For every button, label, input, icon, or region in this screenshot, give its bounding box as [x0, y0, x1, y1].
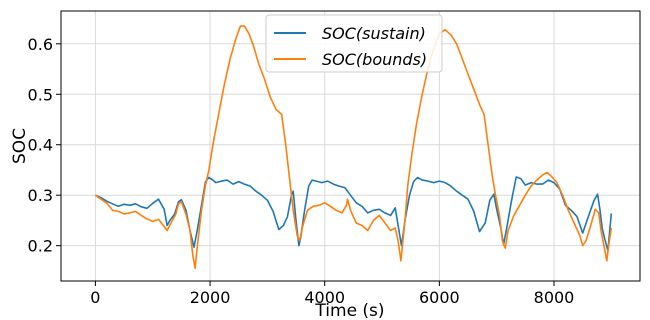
x-tick-label: 0: [90, 288, 100, 307]
x-tick-label: 2000: [190, 288, 231, 307]
y-tick-label: 0.3: [28, 186, 53, 205]
legend-box: [265, 14, 443, 73]
series-lines: [94, 25, 613, 270]
series-line-bounds: [94, 25, 613, 270]
y-axis-ticks: 0.2 0.3 0.4 0.5 0.6: [28, 35, 61, 256]
plot-frame: [60, 10, 641, 282]
x-tick-label: 6000: [419, 288, 460, 307]
legend: SOC(sustain) SOC(bounds): [265, 14, 443, 73]
x-tick-label: 8000: [534, 288, 575, 307]
legend-label-sustain: SOC(sustain): [322, 24, 426, 43]
y-tick-label: 0.4: [28, 136, 53, 155]
y-tick-label: 0.2: [28, 237, 53, 256]
legend-label-bounds: SOC(bounds): [322, 50, 427, 69]
y-tick-label: 0.5: [28, 85, 53, 104]
x-axis-ticks: 0 2000 4000 6000 8000: [90, 281, 574, 307]
x-axis-title: Time (s): [314, 301, 384, 320]
y-tick-label: 0.6: [28, 35, 53, 54]
series-line-sustain: [95, 176, 613, 252]
x-tick-label: 4000: [304, 288, 345, 307]
y-axis-title: SOC: [10, 128, 30, 164]
